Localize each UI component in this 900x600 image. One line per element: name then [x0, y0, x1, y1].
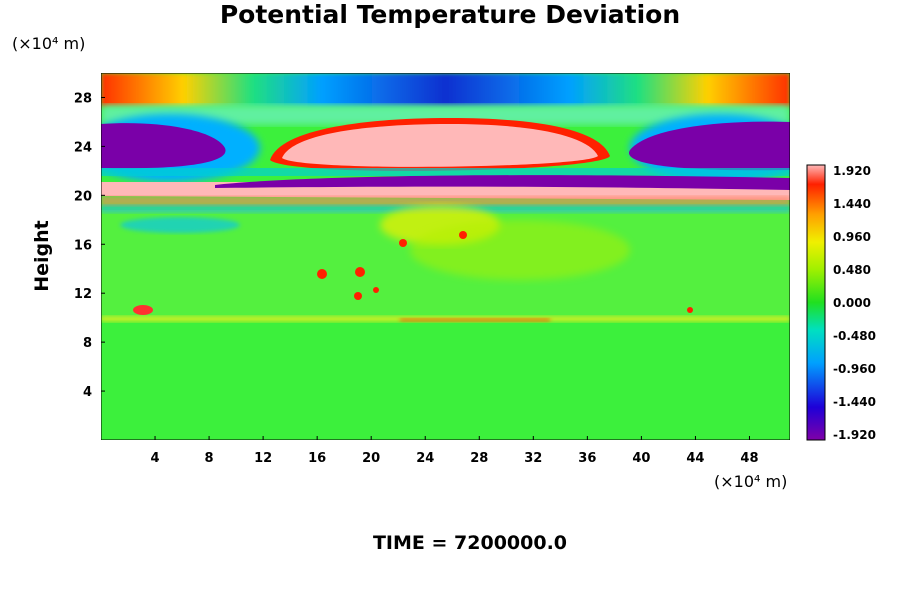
- y-tick-label: 8: [83, 336, 92, 351]
- x-axis-unit: (×10⁴ m): [714, 472, 788, 491]
- x-tick-label: 24: [416, 451, 434, 466]
- colorbar-scale: [806, 164, 826, 441]
- x-tick-label: 28: [470, 451, 488, 466]
- colorbar: 1.920 1.440 0.960 0.480 0.000 -0.480 -0.960 -1.…: [806, 164, 876, 442]
- y-tick-label: 16: [74, 238, 92, 253]
- colorbar-labels: 1.920 1.440 0.960 0.480 0.000 -0.480 -0.960 -1.…: [833, 164, 876, 442]
- x-tick-label: 32: [524, 451, 542, 466]
- colorbar-label: -1.440: [833, 395, 876, 409]
- y-tick-label: 12: [74, 287, 92, 302]
- y-tick-label: 4: [83, 385, 92, 400]
- x-tick-label: 12: [254, 451, 272, 466]
- y-tick-label: 24: [74, 140, 92, 155]
- chart-title: Potential Temperature Deviation: [219, 0, 681, 29]
- colorbar-label: 1.440: [833, 197, 871, 211]
- x-tick-label: 48: [740, 451, 758, 466]
- y-tick-label: 20: [74, 189, 92, 204]
- heatmap-field: [101, 73, 790, 440]
- y-tick-label: 28: [74, 91, 92, 106]
- x-tick-label: 8: [205, 451, 214, 466]
- colorbar-label: 0.960: [833, 230, 871, 244]
- colorbar-label: 1.920: [833, 164, 871, 178]
- colorbar-label: -1.920: [833, 428, 876, 442]
- colorbar-label: 0.000: [833, 296, 871, 310]
- y-axis-unit: (×10⁴ m): [12, 34, 86, 53]
- x-tick-label: 4: [151, 451, 160, 466]
- x-tick-label: 40: [632, 451, 650, 466]
- colorbar-label: 0.480: [833, 263, 871, 277]
- x-tick-label: 16: [308, 451, 326, 466]
- x-ticks: 4 8 12 16 20 24 28 32 36 40 44 48: [151, 436, 759, 466]
- colorbar-label: -0.480: [833, 329, 876, 343]
- colorbar-label: -0.960: [833, 362, 876, 376]
- y-ticks: 4 8 12 16 20 24 28: [74, 91, 105, 400]
- x-tick-label: 44: [686, 451, 704, 466]
- x-tick-label: 20: [362, 451, 380, 466]
- x-tick-label: 36: [578, 451, 596, 466]
- time-label: TIME = 7200000.0: [372, 532, 568, 554]
